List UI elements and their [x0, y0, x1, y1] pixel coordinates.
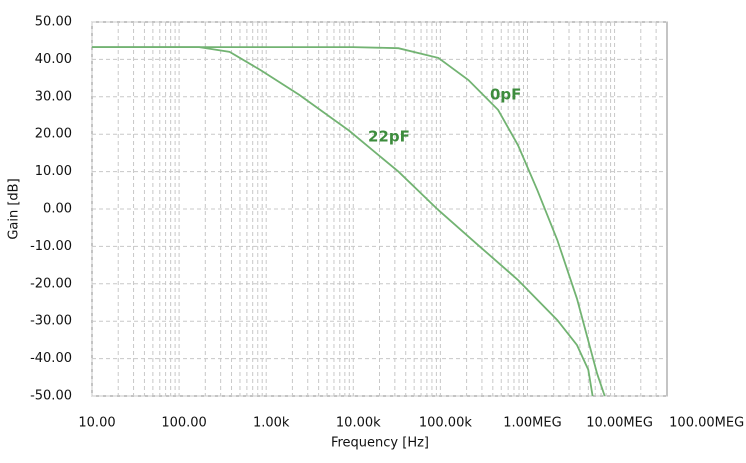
y-tick-label: -10.00: [30, 239, 72, 254]
x-tick-label: 1.00k: [253, 416, 290, 431]
y-tick-label: 40.00: [35, 52, 72, 67]
y-tick-label: 50.00: [35, 15, 72, 30]
x-tick-label: 10.00k: [336, 416, 381, 431]
y-axis-label: Gain [dB]: [7, 178, 22, 239]
x-tick-label: 10.00MEG: [586, 416, 653, 431]
x-tick-label: 100.00MEG: [669, 416, 744, 431]
x-tick-label: 1.00MEG: [503, 416, 561, 431]
x-tick-label: 10.00: [78, 416, 115, 431]
y-tick-label: -30.00: [30, 314, 72, 329]
series-label: 22pF: [368, 128, 410, 146]
x-axis-label: Frequency [Hz]: [331, 436, 429, 451]
y-tick-label: 30.00: [35, 89, 72, 104]
y-tick-label: 10.00: [35, 164, 72, 179]
x-tick-label: 100.00: [161, 416, 207, 431]
y-tick-label: 0.00: [43, 202, 72, 217]
y-tick-label: -50.00: [30, 389, 72, 404]
series-line: [92, 46, 606, 397]
y-tick-label: -20.00: [30, 276, 72, 291]
x-tick-label: 100.00k: [419, 416, 472, 431]
series-label: 0pF: [490, 86, 521, 104]
series-line: [92, 46, 594, 397]
y-tick-label: 20.00: [35, 127, 72, 142]
y-tick-label: -40.00: [30, 351, 72, 366]
